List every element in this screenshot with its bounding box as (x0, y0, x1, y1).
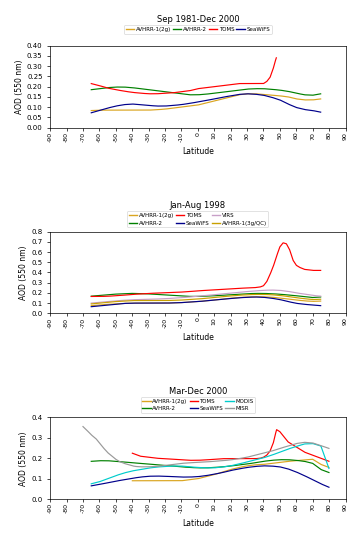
Legend: AVHRR-1(2g), AVHRR-2, TOMS, SeaWiFS, VIRS, AVHRR-1(3g/QC): AVHRR-1(2g), AVHRR-2, TOMS, SeaWiFS, VIR… (127, 211, 268, 227)
X-axis label: Latitude: Latitude (182, 333, 214, 342)
Y-axis label: AOD (550 nm): AOD (550 nm) (20, 431, 29, 485)
Y-axis label: AOD (550 nm): AOD (550 nm) (20, 245, 29, 300)
Legend: AVHRR-1(2g), AVHRR-2, TOMS, SeaWiFS: AVHRR-1(2g), AVHRR-2, TOMS, SeaWiFS (124, 26, 272, 34)
X-axis label: Latitude: Latitude (182, 519, 214, 528)
Legend: AVHRR-1(2g), AVHRR-2, TOMS, SeaWiFS, MODIS, MISR: AVHRR-1(2g), AVHRR-2, TOMS, SeaWiFS, MOD… (141, 397, 255, 413)
X-axis label: Latitude: Latitude (182, 147, 214, 156)
Y-axis label: AOD (550 nm): AOD (550 nm) (15, 59, 24, 114)
Title: Jan-Aug 1998: Jan-Aug 1998 (170, 201, 226, 210)
Title: Sep 1981-Dec 2000: Sep 1981-Dec 2000 (156, 15, 239, 24)
Title: Mar-Dec 2000: Mar-Dec 2000 (169, 387, 227, 396)
